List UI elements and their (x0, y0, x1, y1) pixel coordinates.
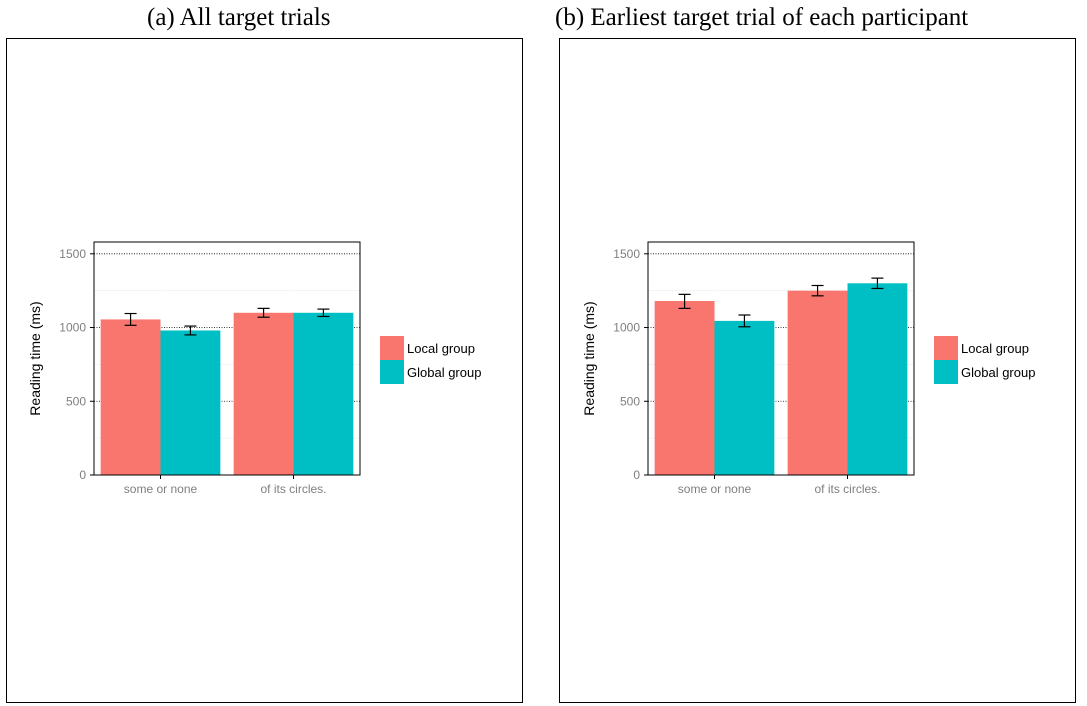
panel-a-y-axis-title: Reading time (ms) (27, 301, 43, 415)
panel-a-x-tick-label: of its circles. (260, 482, 326, 496)
panel-a-bar-global-group (160, 330, 221, 475)
panel-b-title: (b) Earliest target trial of each partic… (555, 4, 969, 31)
panel-a-bar-local-group (100, 319, 161, 475)
panel-b-legend-key (934, 360, 958, 384)
panel-a-y-tick-label: 500 (66, 394, 86, 408)
panel-b-legend-key (934, 336, 958, 360)
panel-b-legend-label: Local group (961, 341, 1029, 356)
panel-a-x-tick-label: some or none (124, 482, 198, 496)
panel-b-y-tick-label: 1000 (613, 321, 640, 335)
panel-a-y-tick-label: 1000 (59, 321, 86, 335)
panel-b-x-tick-label: some or none (678, 482, 752, 496)
panel-a-y-tick-label: 1500 (59, 247, 86, 261)
panel-a-legend-key (380, 336, 404, 360)
panel-b-y-tick-label: 1500 (613, 247, 640, 261)
panel-a-title: (a) All target trials (147, 4, 331, 31)
panel-a-legend-key (380, 360, 404, 384)
panel-b-x-tick-label: of its circles. (814, 482, 880, 496)
panel-b-bar-local-group (654, 300, 715, 475)
panel-b-bar-global-group (714, 320, 775, 475)
panel-b-bar-local-group (787, 290, 848, 475)
panel-b-y-axis-title: Reading time (ms) (581, 301, 597, 415)
panel-b-bar-global-group (847, 283, 908, 475)
panel-a-bar-local-group (233, 312, 294, 475)
panel-a-bar-global-group (293, 312, 354, 475)
panel-a-legend-label: Local group (407, 341, 475, 356)
panel-a-legend-label: Global group (407, 365, 481, 380)
panel-b-legend-label: Global group (961, 365, 1035, 380)
panel-b-plot-border (647, 241, 915, 476)
panel-b-y-tick-label: 0 (633, 468, 640, 482)
panel-a-plot-border (93, 241, 361, 476)
panel-a-y-tick-label: 0 (79, 468, 86, 482)
panel-b-y-tick-label: 500 (620, 394, 640, 408)
